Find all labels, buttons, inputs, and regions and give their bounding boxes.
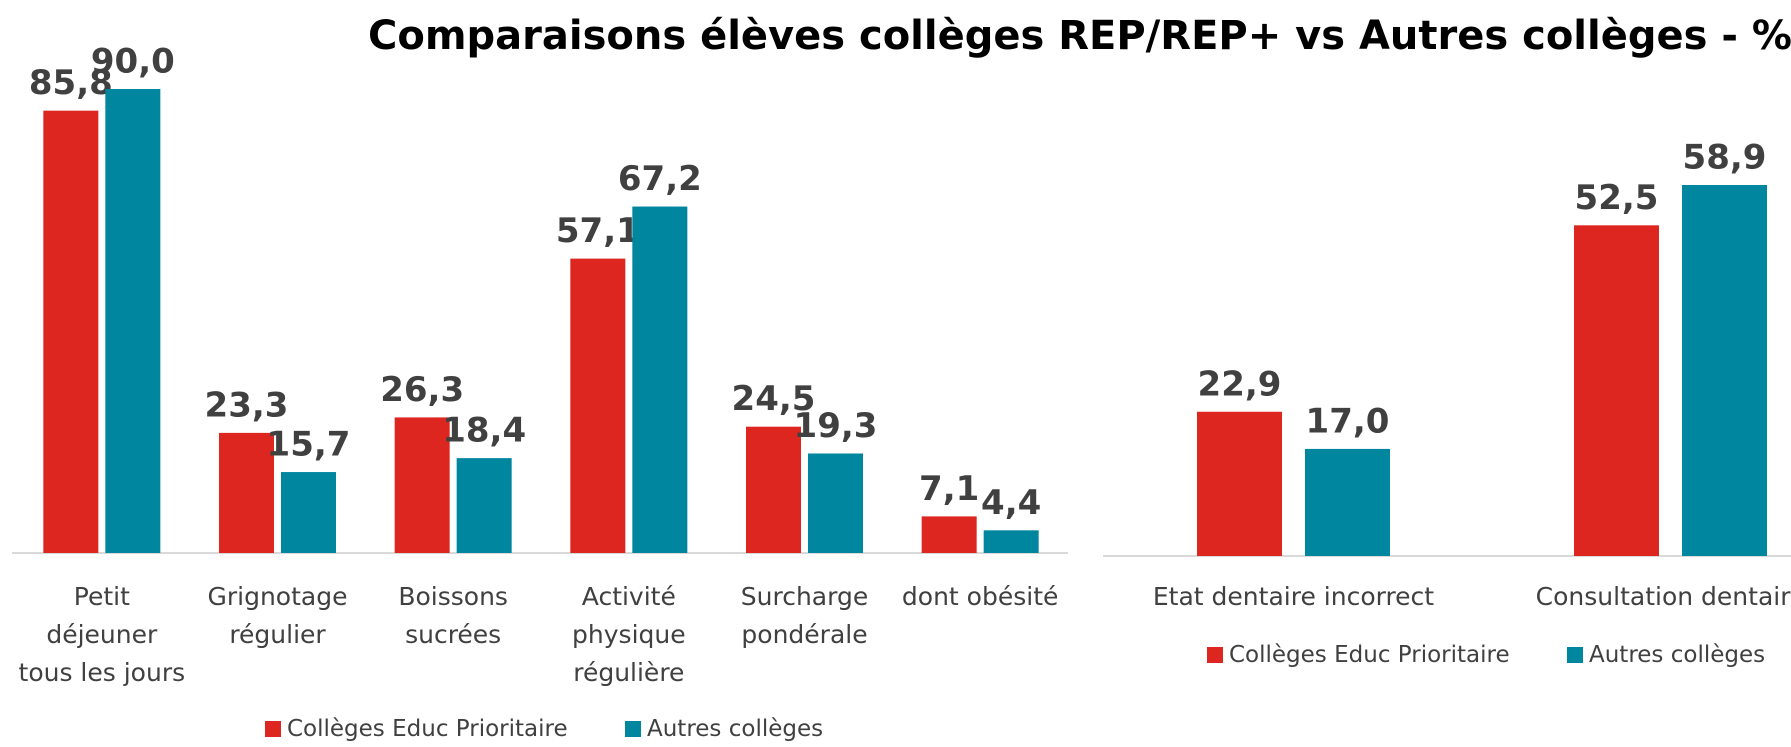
legend-label: Collèges Educ Prioritaire	[1229, 642, 1510, 668]
bar	[632, 206, 688, 553]
bar	[746, 426, 801, 553]
data-label: 17,0	[1306, 401, 1390, 441]
legend-label: Autres collèges	[647, 716, 824, 742]
data-label: 90,0	[91, 42, 175, 82]
data-label: 19,3	[794, 406, 878, 446]
data-label: 23,3	[205, 385, 289, 425]
data-label: 52,5	[1575, 178, 1659, 218]
x-tick-label: Petit déjeuner tous les jours	[18, 582, 186, 687]
bar	[921, 516, 977, 553]
bar	[394, 417, 450, 553]
data-label: 85,8	[29, 63, 113, 103]
bar	[1574, 225, 1659, 557]
bar	[43, 110, 99, 554]
bar	[983, 530, 1039, 553]
data-label: 24,5	[732, 379, 816, 419]
bar	[1197, 411, 1282, 556]
legend-swatch	[265, 721, 281, 737]
legend-swatch	[625, 721, 641, 737]
chart-title: Comparaisons élèves collèges REP/REP+ vs…	[368, 13, 1791, 59]
bar	[570, 258, 626, 553]
bar	[1682, 185, 1767, 556]
bar	[105, 89, 161, 553]
data-label: 67,2	[618, 159, 702, 199]
x-tick-label: Surcharge pondérale	[740, 582, 869, 649]
x-tick-label: Grignotage régulier	[207, 582, 348, 649]
data-label: 18,4	[442, 411, 526, 451]
legend-swatch	[1567, 647, 1583, 663]
data-label: 4,4	[981, 483, 1041, 523]
data-label: 22,9	[1198, 364, 1282, 404]
legend-item: Collèges Educ Prioritaire	[1207, 642, 1510, 668]
x-tick-label: Consultation dentaire	[1535, 582, 1791, 611]
x-tick-label: Boissons sucrées	[398, 582, 508, 649]
bar	[456, 458, 512, 553]
data-label: 57,1	[556, 211, 640, 251]
bar	[808, 453, 863, 553]
legend-item: Collèges Educ Prioritaire	[265, 716, 568, 742]
data-label: 15,7	[267, 425, 351, 465]
bar	[1305, 448, 1390, 556]
bar	[281, 472, 336, 553]
legend-label: Autres collèges	[1589, 642, 1766, 668]
legend-swatch	[1207, 647, 1223, 663]
legend-label: Collèges Educ Prioritaire	[287, 716, 568, 742]
data-label: 26,3	[380, 370, 464, 410]
x-tick-label: dont obésité	[901, 582, 1059, 611]
x-tick-label: Activité physique régulière	[572, 582, 686, 687]
legend-item: Autres collèges	[1567, 642, 1765, 668]
legend-item: Autres collèges	[625, 716, 823, 742]
data-label: 58,9	[1683, 138, 1767, 178]
bar	[219, 432, 274, 553]
x-tick-label: Etat dentaire incorrect	[1152, 582, 1435, 611]
data-label: 7,1	[919, 469, 979, 509]
